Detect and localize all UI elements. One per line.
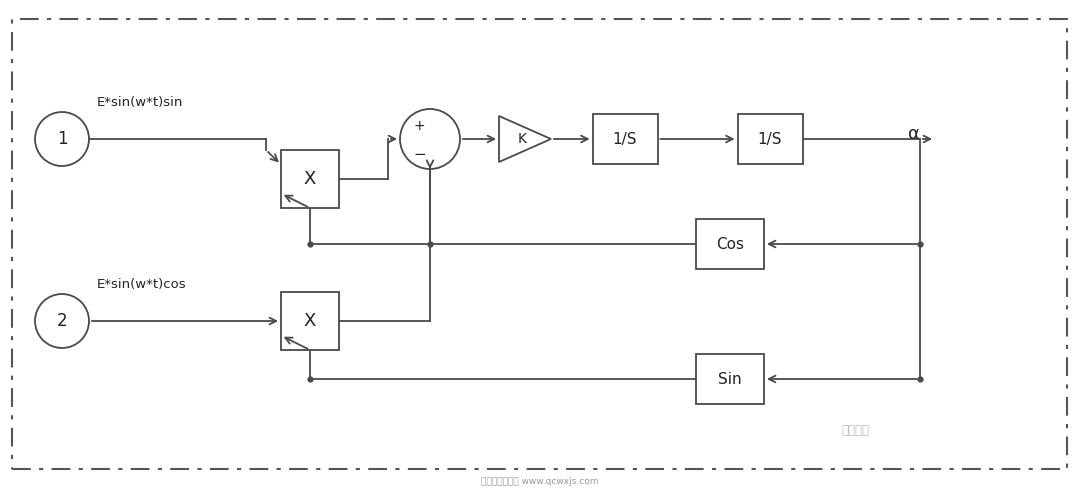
Text: 1: 1 xyxy=(56,130,67,148)
Bar xyxy=(696,219,764,269)
Text: 可可电驱: 可可电驱 xyxy=(841,425,869,438)
Text: 2: 2 xyxy=(56,312,67,330)
Text: K: K xyxy=(518,132,527,146)
Bar xyxy=(281,292,339,350)
Bar xyxy=(738,114,802,164)
Text: X: X xyxy=(303,312,316,330)
Text: E*sin(w*t)sin: E*sin(w*t)sin xyxy=(97,96,184,109)
Text: E*sin(w*t)cos: E*sin(w*t)cos xyxy=(97,278,187,291)
Text: α: α xyxy=(908,125,920,143)
Text: 1/S: 1/S xyxy=(612,132,637,147)
Text: Cos: Cos xyxy=(716,237,744,251)
Polygon shape xyxy=(499,116,551,162)
Text: +: + xyxy=(414,119,426,133)
Bar xyxy=(281,150,339,208)
Text: 1/S: 1/S xyxy=(758,132,782,147)
Circle shape xyxy=(400,109,460,169)
Text: 汽车维修技术网 www.qcwxjs.com: 汽车维修技术网 www.qcwxjs.com xyxy=(482,477,598,486)
Circle shape xyxy=(35,294,89,348)
Bar xyxy=(696,354,764,404)
Text: −: − xyxy=(414,147,426,162)
Circle shape xyxy=(35,112,89,166)
Bar xyxy=(593,114,658,164)
Text: Sin: Sin xyxy=(718,371,742,387)
Text: X: X xyxy=(303,170,316,188)
